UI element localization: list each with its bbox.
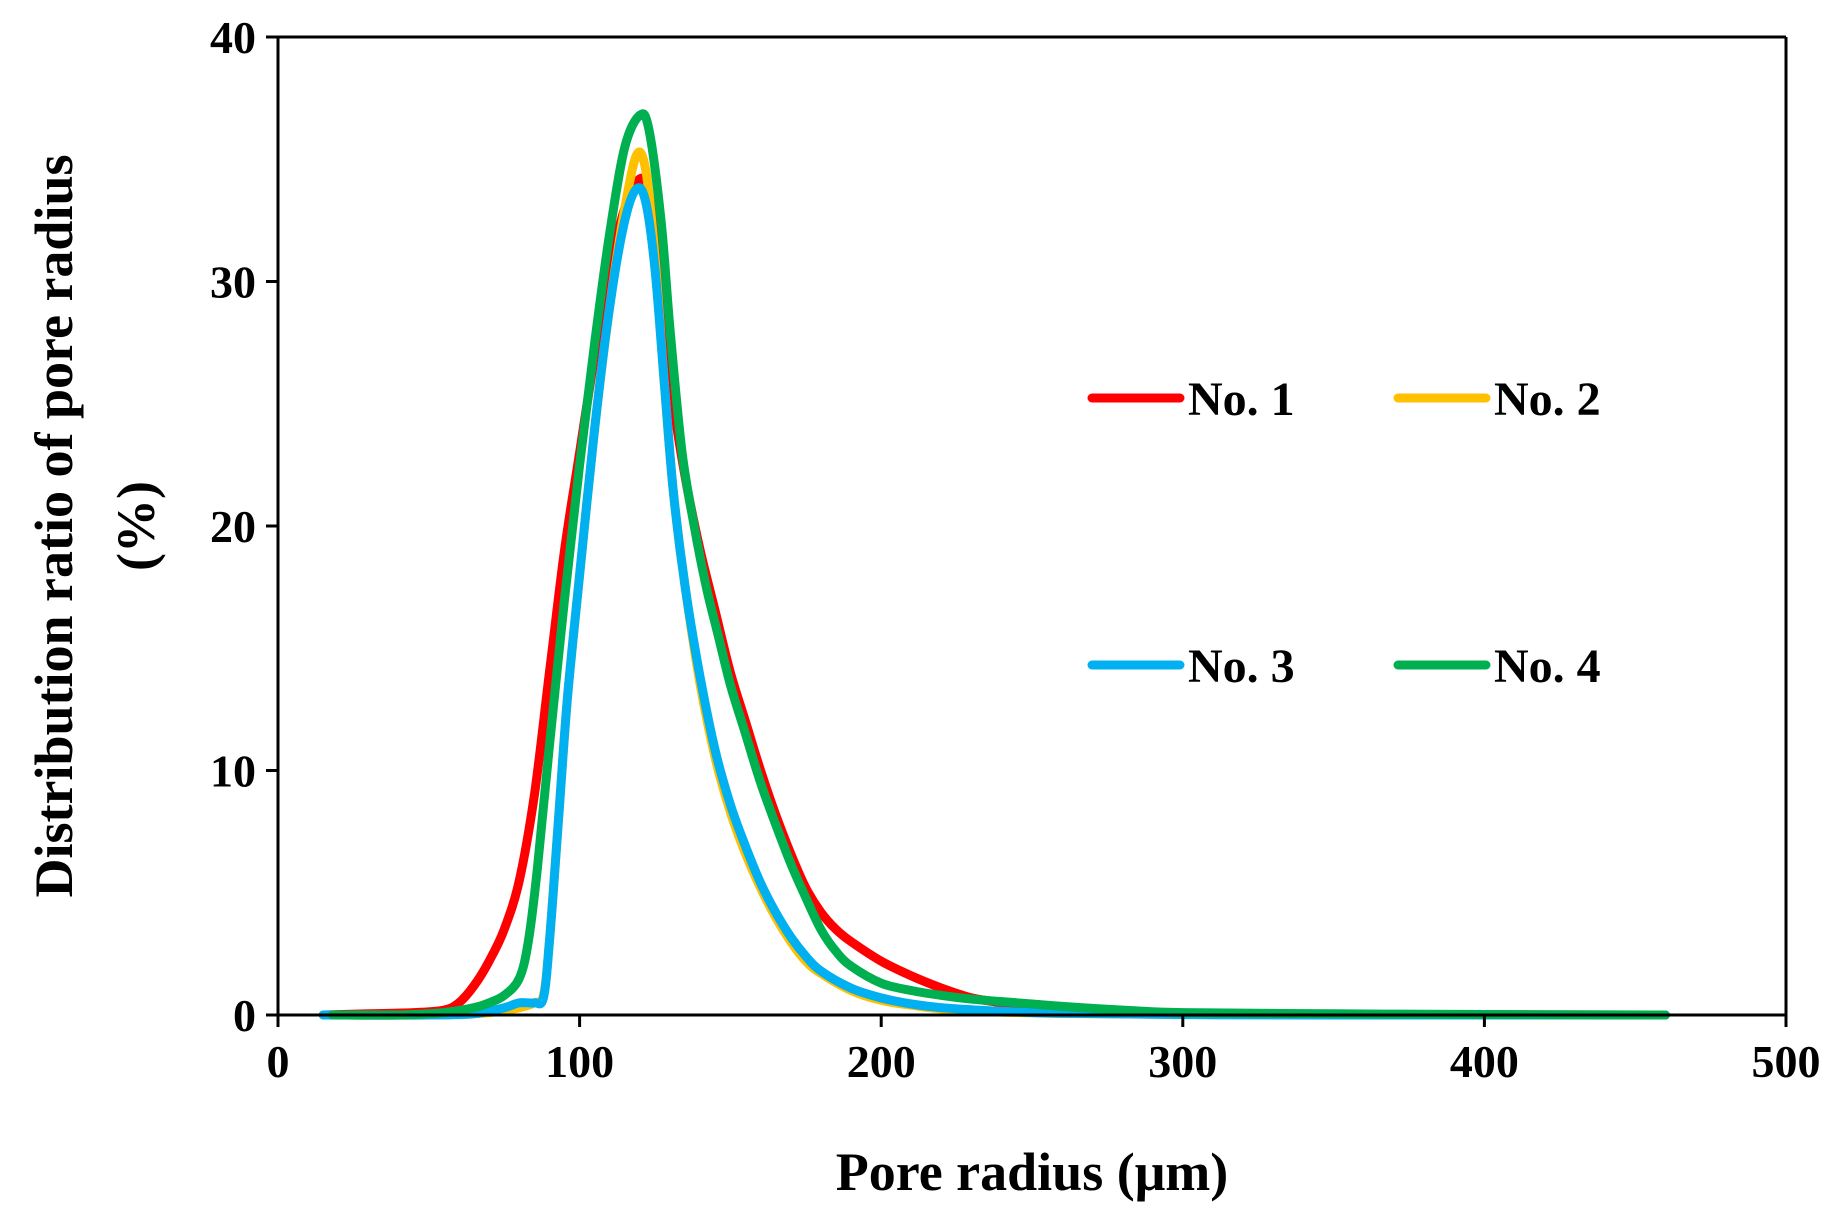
y-tick-label: 0 — [233, 990, 256, 1041]
legend-label-3: No. 3 — [1188, 640, 1295, 693]
y-axis-title-line1: Distribution ratio of pore radius — [24, 154, 84, 897]
series-line-3 — [318, 183, 1670, 1020]
y-tick-label: 10 — [210, 746, 256, 797]
x-tick-label: 200 — [847, 1036, 916, 1087]
y-axis-title-line2: (%) — [106, 481, 166, 571]
x-ticks: 0 100 200 300 400 500 — [267, 1015, 1821, 1087]
y-tick-label: 20 — [210, 501, 256, 552]
series-group — [318, 109, 1670, 1020]
x-tick-label: 300 — [1148, 1036, 1217, 1087]
x-tick-label: 400 — [1450, 1036, 1519, 1087]
y-tick-label: 30 — [210, 257, 256, 308]
x-axis-title: Pore radius (μm) — [836, 1142, 1229, 1202]
legend-label-2: No. 2 — [1494, 373, 1601, 426]
y-tick-label: 40 — [210, 12, 256, 63]
legend-label-4: No. 4 — [1494, 640, 1601, 693]
x-tick-label: 500 — [1752, 1036, 1821, 1087]
legend: No. 1 No. 2 No. 3 No. 4 — [1087, 373, 1601, 693]
x-tick-label: 0 — [267, 1036, 290, 1087]
legend-label-1: No. 1 — [1188, 373, 1295, 426]
y-ticks: 0 10 20 30 40 — [210, 12, 278, 1041]
plot-area — [278, 37, 1786, 1015]
y-axis-title: Distribution ratio of pore radius (%) — [24, 154, 166, 897]
series-line-4 — [327, 109, 1670, 1020]
x-tick-label: 100 — [545, 1036, 614, 1087]
